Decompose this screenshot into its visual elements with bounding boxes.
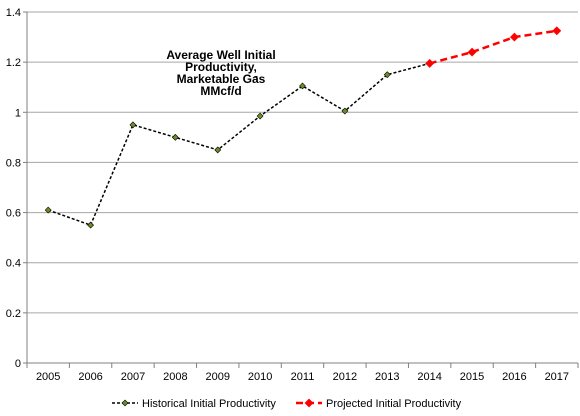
x-axis-ticks: 2005 2006 2007 2008 2009 2010 2011 2012 2013 2014… [36,371,569,383]
historical-point [44,206,52,214]
y-axis-ticks: 0 0.2 0.4 0.6 0.8 1 1.2 1.4 [6,7,21,370]
legend: Historical Initial Productivity Projected… [112,398,462,410]
historical-series-line [47,62,430,227]
y-tick-label: 0 [15,358,21,370]
y-tick-label: 0.6 [6,208,21,220]
x-tick-label: 2008 [163,371,187,383]
y-tick-label: 0.4 [6,258,21,270]
y-tick-label: 1.4 [6,7,21,19]
historical-point [214,146,222,154]
historical-point [87,221,95,229]
projected-point [509,32,519,42]
historical-point [171,133,179,141]
chart-title-dash: - [254,69,258,83]
x-tick-label: 2011 [291,371,315,383]
x-tick-label: 2017 [545,371,569,383]
legend-swatch-marker [121,399,129,407]
chart-title-line: Productivity, [185,60,257,74]
legend-label: Projected Initial Productivity [326,398,462,410]
x-tick-label: 2012 [333,371,357,383]
x-tick-label: 2016 [502,371,526,383]
x-tick-label: 2006 [78,371,102,383]
projected-point [552,26,562,36]
historical-point [299,82,306,90]
x-tick-label: 2014 [417,371,441,383]
y-tick-label: 1.2 [6,57,21,69]
historical-point [383,71,391,79]
axes [23,11,579,368]
historical-point [341,107,349,115]
projected-series-line [429,29,557,65]
x-tick-label: 2010 [248,371,272,383]
gridlines [27,11,578,314]
y-tick-label: 0.2 [6,308,21,320]
x-tick-label: 2007 [121,371,145,383]
y-tick-label: 0.8 [6,157,21,169]
x-tick-label: 2005 [36,371,60,383]
x-tick-label: 2013 [375,371,399,383]
legend-swatch-marker [304,398,314,408]
chart-title: Average Well InitialProductivity,Marketa… [166,48,275,98]
chart-title-line: MMcf/d [200,84,241,98]
series-markers [44,26,562,229]
projected-point [467,47,477,57]
series-lines [47,29,557,227]
chart-title-line: Average Well Initial [166,48,275,62]
x-tick-label: 2015 [460,371,484,383]
x-tick-label: 2009 [205,371,229,383]
legend-label: Historical Initial Productivity [142,398,276,410]
chart-title-line: Marketable Gas [177,72,266,86]
historical-point [129,121,137,129]
y-tick-label: 1 [15,107,21,119]
projected-point [425,58,435,68]
historical-point [256,112,264,120]
